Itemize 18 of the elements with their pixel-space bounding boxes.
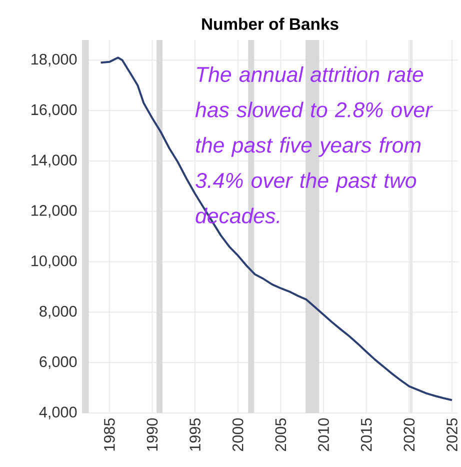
chart-title: Number of Banks xyxy=(202,18,338,30)
x-tick-label: 2010 xyxy=(318,418,329,452)
x-tick-label: 2005 xyxy=(275,418,286,452)
y-tick-label: 16,000 xyxy=(32,104,77,117)
x-tick-label: 2015 xyxy=(360,418,372,452)
x-tick-label: 1985 xyxy=(104,418,115,451)
x-tick-label: 2025 xyxy=(446,418,458,452)
x-tick-label: 2020 xyxy=(404,418,415,452)
x-tick-label: 1990 xyxy=(146,418,158,451)
y-tick-label: 8,000 xyxy=(40,306,77,319)
x-tick-label: 1995 xyxy=(190,418,200,451)
y-tick-label: 6,000 xyxy=(40,356,77,369)
y-tick-label: 14,000 xyxy=(32,154,77,168)
x-tick-label: 2000 xyxy=(232,418,244,452)
y-tick-label: 10,000 xyxy=(32,255,77,268)
y-tick-label: 18,000 xyxy=(32,54,77,66)
y-tick-label: 12,000 xyxy=(32,205,77,218)
y-tick-label: 4,000 xyxy=(39,406,77,420)
